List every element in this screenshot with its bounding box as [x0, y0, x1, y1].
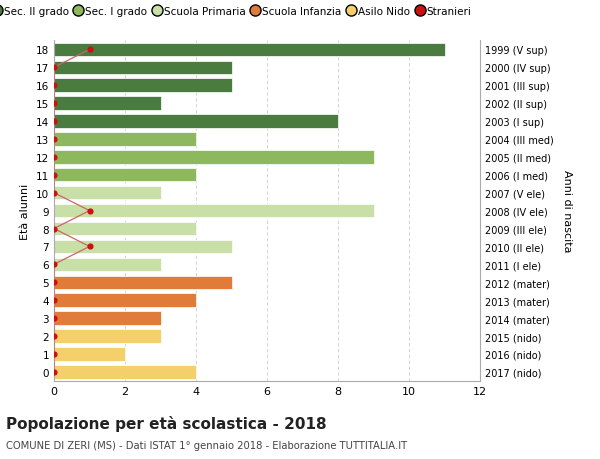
Bar — [54, 330, 161, 343]
Bar — [54, 276, 232, 289]
Bar — [54, 115, 338, 129]
Point — [49, 190, 59, 197]
Bar — [54, 258, 161, 271]
Text: Popolazione per età scolastica - 2018: Popolazione per età scolastica - 2018 — [6, 415, 326, 431]
Text: COMUNE DI ZERI (MS) - Dati ISTAT 1° gennaio 2018 - Elaborazione TUTTITALIA.IT: COMUNE DI ZERI (MS) - Dati ISTAT 1° genn… — [6, 440, 407, 450]
Bar — [54, 222, 196, 236]
Point — [49, 136, 59, 143]
Bar — [54, 186, 161, 200]
Point — [49, 154, 59, 161]
Point — [49, 261, 59, 269]
Bar — [54, 365, 196, 379]
Point — [49, 369, 59, 376]
Y-axis label: Anni di nascita: Anni di nascita — [562, 170, 572, 252]
Point — [49, 351, 59, 358]
Point — [49, 315, 59, 322]
Point — [85, 207, 94, 215]
Bar — [54, 312, 161, 325]
Bar — [54, 204, 373, 218]
Legend: Sec. II grado, Sec. I grado, Scuola Primaria, Scuola Infanzia, Asilo Nido, Stran: Sec. II grado, Sec. I grado, Scuola Prim… — [0, 2, 476, 21]
Point — [49, 64, 59, 72]
Bar — [54, 133, 196, 146]
Bar — [54, 62, 232, 75]
Bar — [54, 294, 196, 307]
Bar — [54, 44, 445, 57]
Bar — [54, 169, 196, 182]
Point — [49, 118, 59, 125]
Point — [49, 172, 59, 179]
Point — [49, 333, 59, 340]
Point — [85, 243, 94, 251]
Point — [49, 100, 59, 107]
Point — [49, 225, 59, 233]
Point — [49, 297, 59, 304]
Bar — [54, 151, 373, 164]
Point — [49, 279, 59, 286]
Bar — [54, 79, 232, 93]
Bar — [54, 347, 125, 361]
Y-axis label: Età alunni: Età alunni — [20, 183, 31, 239]
Point — [85, 46, 94, 54]
Bar — [54, 240, 232, 253]
Bar — [54, 97, 161, 111]
Point — [49, 82, 59, 90]
